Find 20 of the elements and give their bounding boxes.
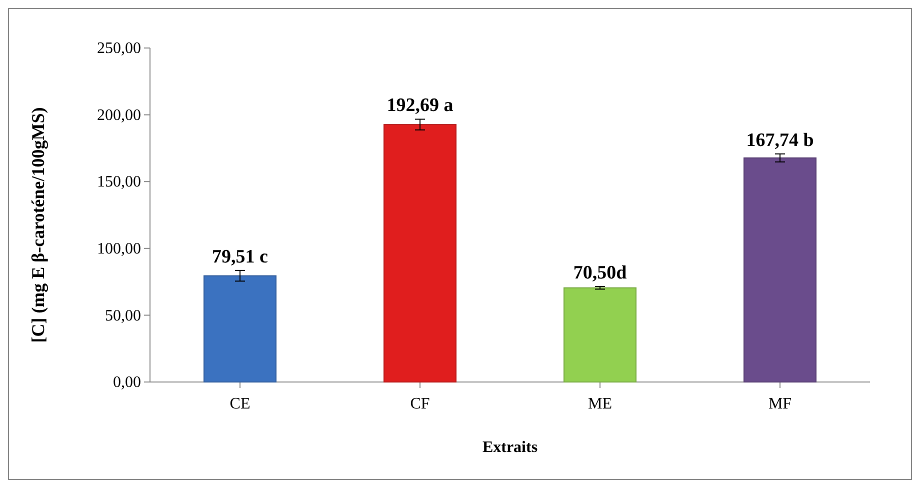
bar [204,275,276,382]
bar [564,287,636,382]
data-label: 70,50d [573,262,628,284]
y-tick-label: 100,00 [97,240,141,258]
y-axis-title: [C] (mg E β-caroténe/100gMS) [28,107,48,343]
y-tick-label: 0,00 [113,374,141,392]
x-tick-label: MF [768,396,792,413]
bar [384,124,456,382]
x-axis-title: Extraits [482,439,538,456]
x-tick-label: CF [410,396,430,413]
x-tick-label: CE [230,396,250,413]
data-label: 167,74 b [746,130,814,151]
y-tick-label: 200,00 [97,106,141,124]
y-tick-label: 150,00 [97,174,141,191]
data-label: 192,69 a [386,95,454,116]
bar [744,157,816,382]
data-label: 79,51 c [212,246,268,268]
y-tick-label: 250,00 [97,40,141,58]
x-tick-label: ME [588,396,612,413]
y-tick-label: 50,00 [105,307,141,324]
